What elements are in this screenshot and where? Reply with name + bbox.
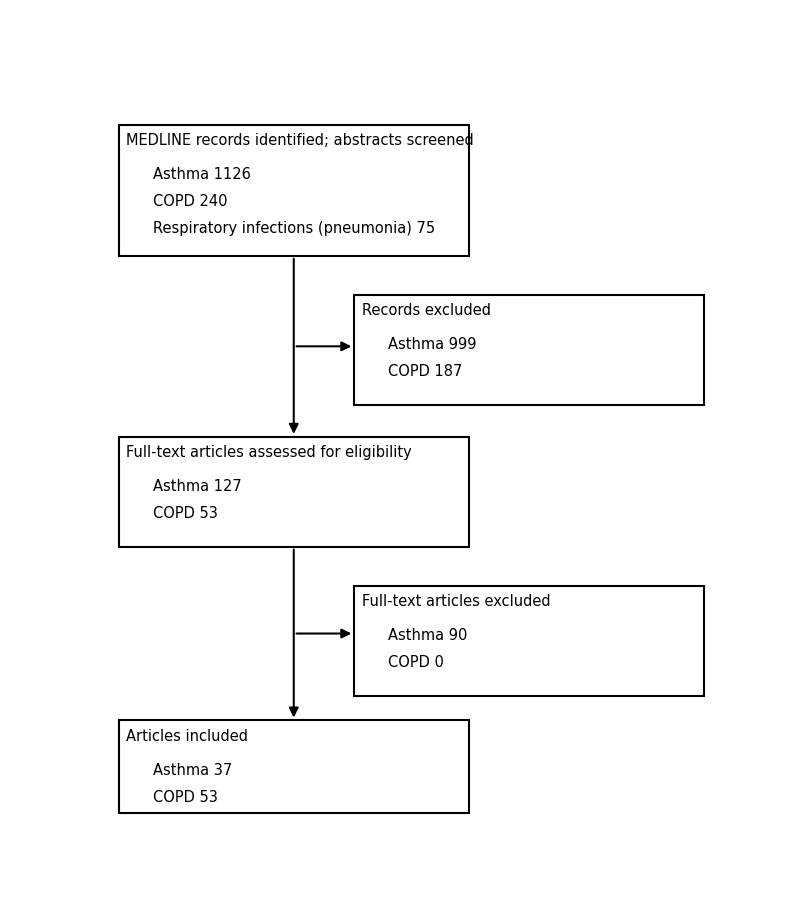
Text: MEDLINE records identified; abstracts screened: MEDLINE records identified; abstracts sc… [126, 134, 474, 148]
Text: Asthma 999: Asthma 999 [388, 337, 477, 353]
Text: Full-text articles excluded: Full-text articles excluded [362, 594, 550, 609]
Text: Full-text articles assessed for eligibility: Full-text articles assessed for eligibil… [126, 445, 412, 460]
Text: Asthma 37: Asthma 37 [153, 763, 232, 778]
Text: COPD 187: COPD 187 [388, 365, 462, 379]
Text: COPD 53: COPD 53 [153, 790, 218, 805]
Text: Asthma 90: Asthma 90 [388, 628, 468, 643]
FancyBboxPatch shape [354, 586, 705, 695]
Text: Records excluded: Records excluded [362, 303, 490, 319]
FancyBboxPatch shape [118, 720, 469, 812]
Text: Asthma 1126: Asthma 1126 [153, 168, 250, 182]
Text: Respiratory infections (pneumonia) 75: Respiratory infections (pneumonia) 75 [153, 221, 435, 236]
FancyBboxPatch shape [118, 124, 469, 256]
FancyBboxPatch shape [118, 437, 469, 547]
Text: Articles included: Articles included [126, 729, 248, 744]
Text: COPD 0: COPD 0 [388, 655, 444, 670]
Text: COPD 53: COPD 53 [153, 507, 218, 521]
Text: COPD 240: COPD 240 [153, 194, 227, 209]
Text: Asthma 127: Asthma 127 [153, 479, 242, 495]
FancyBboxPatch shape [354, 295, 705, 405]
